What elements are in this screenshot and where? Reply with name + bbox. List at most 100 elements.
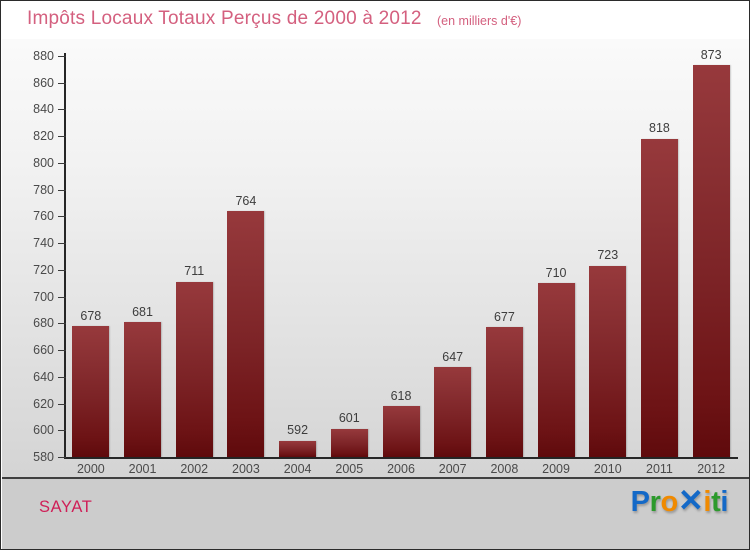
bar-value-label: 711 <box>184 264 205 279</box>
x-axis-tick-label: 2009 <box>542 462 570 476</box>
y-axis-tick-label-wrap: 880 <box>2 50 54 62</box>
y-axis-tick-label: 600 <box>33 423 54 438</box>
y-axis-tick-label: 840 <box>33 102 54 117</box>
y-axis-tick <box>58 216 66 218</box>
bar[interactable] <box>330 428 368 457</box>
bar-value-label: 873 <box>700 47 722 62</box>
bar-value-label: 710 <box>545 265 567 280</box>
bar-column[interactable]: 710 <box>537 56 575 457</box>
bar[interactable] <box>485 327 523 457</box>
logo-letter-x-icon: ✕ <box>677 483 704 518</box>
y-axis-tick-label: 580 <box>33 450 54 464</box>
bar-column[interactable]: 618 <box>382 56 420 457</box>
y-axis-tick-label-wrap: 860 <box>2 77 54 89</box>
y-axis-tick-label-wrap: 660 <box>2 344 54 356</box>
y-axis-tick <box>58 162 66 164</box>
y-axis-tick-label-wrap: 840 <box>2 103 54 115</box>
bar-column[interactable]: 764 <box>227 56 265 457</box>
y-axis-tick-label: 880 <box>33 49 54 63</box>
y-axis-tick <box>58 136 66 138</box>
bar[interactable] <box>382 406 420 457</box>
y-axis-tick-label: 640 <box>33 369 54 384</box>
y-axis-tick <box>58 109 66 111</box>
y-axis-tick <box>58 457 66 458</box>
x-axis-tick-label: 2012 <box>697 462 726 476</box>
x-axis-tick-label: 2002 <box>180 462 209 476</box>
x-axis-tick-label: 2000 <box>76 462 105 476</box>
y-axis-tick-label-wrap: 700 <box>2 291 54 303</box>
bar-value-label: 681 <box>132 304 153 319</box>
y-axis-tick-label-wrap: 800 <box>2 157 54 169</box>
y-axis-tick-label: 740 <box>33 236 54 251</box>
y-axis-tick <box>58 243 66 245</box>
y-axis-tick-label: 680 <box>33 316 54 331</box>
bar-column[interactable]: 818 <box>640 56 678 457</box>
y-axis-tick-label: 660 <box>33 343 54 358</box>
bar[interactable] <box>640 138 678 457</box>
bar[interactable] <box>434 367 472 457</box>
bar-column[interactable]: 678 <box>72 56 110 457</box>
logo-letter-p: P <box>630 486 650 518</box>
bar-column[interactable]: 647 <box>434 56 472 457</box>
bar[interactable] <box>589 265 627 457</box>
logo-letter-o: o <box>660 486 678 518</box>
bar-value-label: 677 <box>493 309 515 324</box>
y-axis-tick-label-wrap: 780 <box>2 184 54 196</box>
bar-value-label: 647 <box>442 349 464 364</box>
y-axis-tick-label: 800 <box>33 155 54 170</box>
logo-letter-t: t <box>711 486 721 518</box>
y-axis-tick-label-wrap: 820 <box>2 130 54 142</box>
bar-column[interactable]: 681 <box>124 56 162 457</box>
y-axis-tick-label-wrap: 600 <box>2 424 54 436</box>
y-axis-tick-label: 720 <box>33 262 54 277</box>
bar-value-label: 601 <box>338 411 360 426</box>
y-axis-tick-label-wrap: 720 <box>2 264 54 276</box>
bar-value-label: 618 <box>390 388 412 403</box>
y-axis-tick <box>58 296 66 298</box>
location-label: SAYAT <box>39 498 93 516</box>
y-axis-tick <box>58 56 66 57</box>
x-axis-tick-label: 2010 <box>593 462 622 476</box>
y-axis-tick <box>58 82 66 84</box>
bar[interactable] <box>692 65 730 457</box>
proxiti-logo[interactable]: Pro✕iti <box>630 483 729 519</box>
bar-value-label: 818 <box>649 121 670 136</box>
chart-subtitle: (en milliers d'€) <box>437 14 522 28</box>
bar[interactable] <box>72 326 110 457</box>
bar-column[interactable]: 723 <box>589 56 627 457</box>
y-axis-tick-label-wrap: 760 <box>2 210 54 222</box>
y-axis-tick-label: 820 <box>33 129 54 144</box>
page-title: Impôts Locaux Totaux Perçus de 2000 à 20… <box>27 8 422 29</box>
y-axis-tick <box>58 269 66 271</box>
bar-column[interactable]: 592 <box>279 56 317 457</box>
logo-letter-i1: i <box>703 486 712 518</box>
y-axis-tick-label: 780 <box>33 182 54 197</box>
x-axis-tick-label: 2006 <box>387 462 415 476</box>
chart-header: Impôts Locaux Totaux Perçus de 2000 à 20… <box>1 1 749 39</box>
plot-region: 580 600 620 640 660 680 700 720 740 760 780 800 820 8… <box>2 39 749 477</box>
y-axis-tick-label: 700 <box>33 289 54 304</box>
bar-value-label: 592 <box>287 423 309 438</box>
bar-column[interactable]: 873 <box>692 49 730 457</box>
bar[interactable] <box>175 281 213 457</box>
y-axis-tick <box>58 403 66 405</box>
x-axis-tick-label: 2003 <box>232 462 260 476</box>
bar-column[interactable]: 601 <box>330 56 368 457</box>
y-axis-tick-label-wrap: 740 <box>2 237 54 249</box>
y-axis-tick-label-wrap: 680 <box>2 317 54 329</box>
x-axis-tick-label: 2001 <box>128 462 157 476</box>
y-axis-tick <box>58 350 66 352</box>
y-axis-tick-label: 860 <box>33 75 54 90</box>
footer-divider <box>2 477 749 479</box>
y-axis-tick-label: 620 <box>33 396 54 411</box>
y-axis-tick <box>58 376 66 378</box>
bar[interactable] <box>124 322 162 457</box>
bar-column[interactable]: 677 <box>485 56 523 457</box>
bar[interactable] <box>537 283 575 457</box>
bar-value-label: 678 <box>80 308 102 323</box>
bar-column[interactable]: 711 <box>175 56 213 457</box>
y-axis-tick <box>58 189 66 191</box>
bar[interactable] <box>279 440 317 457</box>
bar[interactable] <box>227 211 265 457</box>
